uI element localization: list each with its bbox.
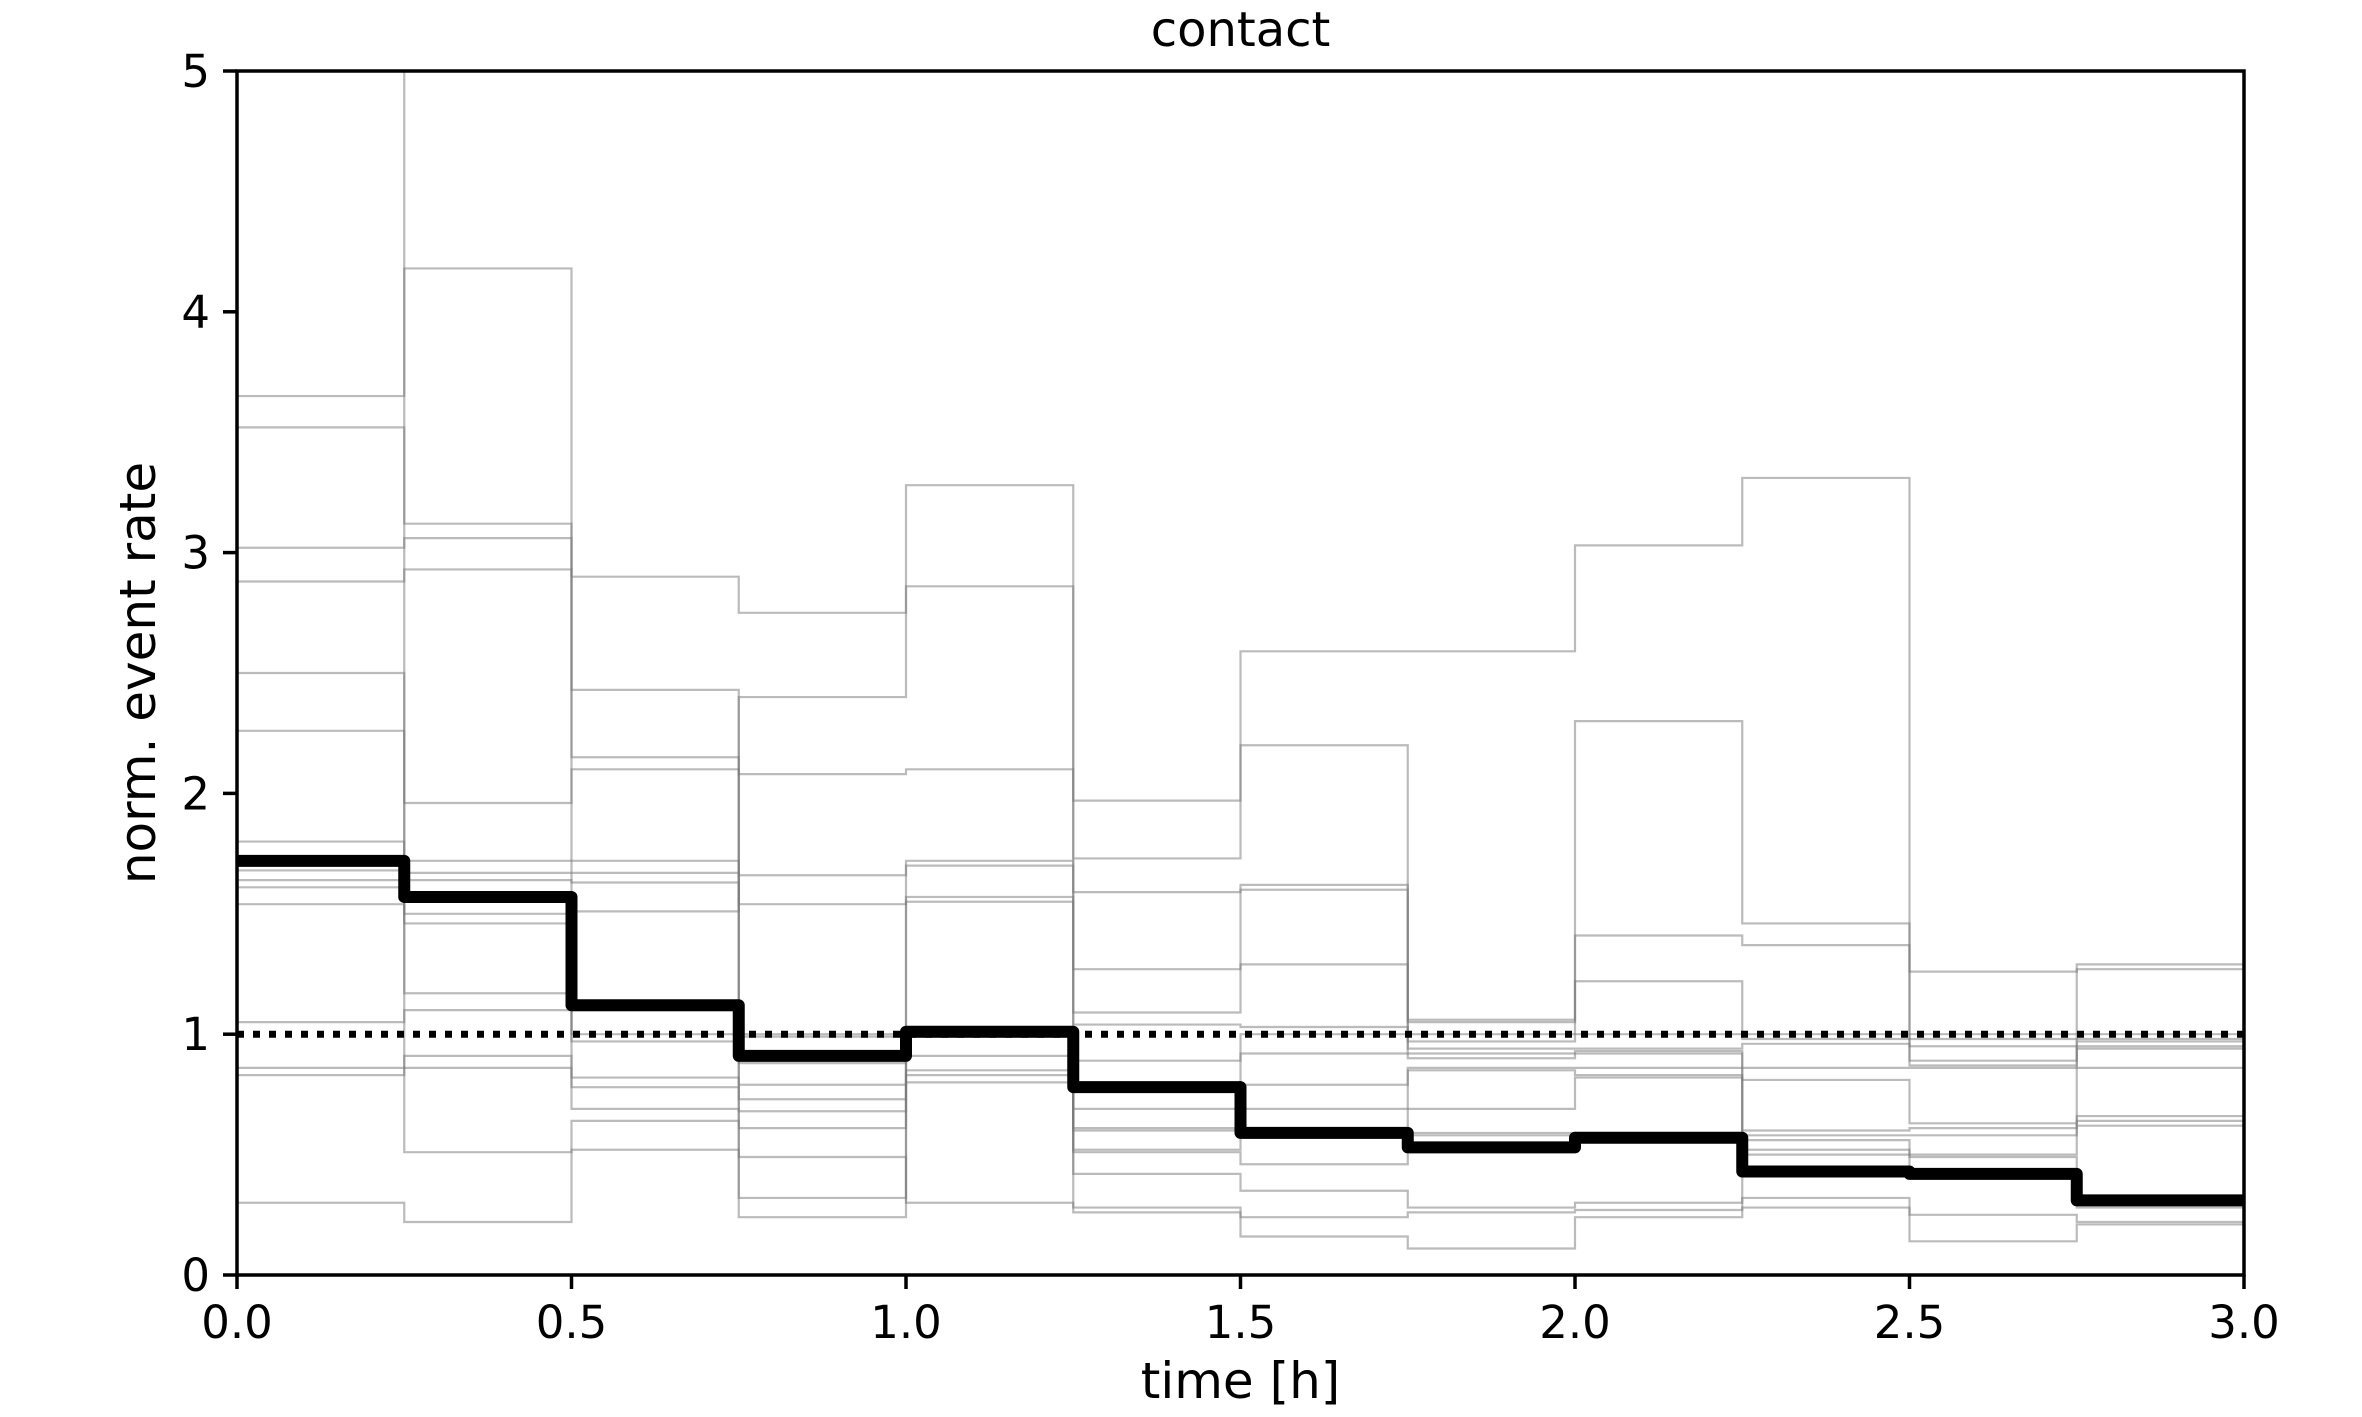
x-tick-label: 2.0 — [1539, 1296, 1611, 1349]
y-axis-label: norm. event rate — [109, 461, 167, 885]
individual-trace-line — [237, 426, 2244, 1036]
individual-trace-line — [237, 729, 2244, 1067]
y-tick-label: 5 — [181, 45, 210, 98]
individual-trace-line — [237, 267, 2244, 973]
y-tick-label: 2 — [181, 767, 210, 820]
chart-title: contact — [1150, 2, 1331, 58]
y-tick-label: 3 — [181, 527, 210, 580]
y-tick-label: 1 — [181, 1008, 210, 1061]
individual-trace-line — [237, 1081, 2244, 1224]
y-tick-label: 4 — [181, 286, 210, 339]
x-tick-label: 0.5 — [536, 1296, 608, 1349]
y-tick-label: 0 — [181, 1249, 210, 1302]
mean-line — [237, 854, 2244, 1207]
individual-trace-line — [237, 840, 2244, 1070]
x-axis-label: time [h] — [1140, 1352, 1341, 1410]
x-tick-label: 1.5 — [1205, 1296, 1277, 1349]
x-tick-label: 1.0 — [870, 1296, 942, 1349]
individual-trace-line — [237, 568, 2244, 1048]
x-tick-label: 0.0 — [201, 1296, 273, 1349]
individual-trace-line — [237, 671, 2244, 1062]
x-tick-label: 2.5 — [1874, 1296, 1946, 1349]
individual-trace-line — [237, 869, 2244, 1125]
x-tick-label: 3.0 — [2208, 1296, 2280, 1349]
